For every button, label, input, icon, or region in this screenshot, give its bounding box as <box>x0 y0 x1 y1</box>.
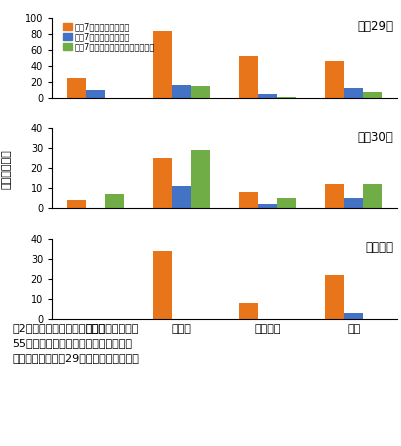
Text: 令和元年: 令和元年 <box>366 241 393 254</box>
Bar <box>153 32 172 98</box>
Bar <box>191 150 210 208</box>
Bar <box>172 85 191 98</box>
Bar <box>344 198 363 208</box>
Bar <box>239 192 258 208</box>
Bar <box>277 198 296 208</box>
Bar <box>239 303 258 319</box>
Bar <box>191 86 210 98</box>
Bar <box>105 194 124 208</box>
Bar <box>172 186 191 208</box>
Bar <box>67 200 86 208</box>
Bar <box>258 204 277 208</box>
Bar <box>363 184 382 208</box>
Bar <box>86 90 105 98</box>
Legend: 移植7日後及び１４日後, 移植7日後及び１８日後, 移植7日後，１４日後及び２８日後: 移植7日後及び１４日後, 移植7日後及び１８日後, 移植7日後，１４日後及び２８… <box>63 22 155 51</box>
Bar <box>326 184 344 208</box>
Bar <box>153 251 172 319</box>
Bar <box>344 313 363 319</box>
Text: 平成29年: 平成29年 <box>358 20 393 33</box>
Bar <box>363 91 382 98</box>
Text: 残草率（％）: 残草率（％） <box>2 149 12 190</box>
Text: 平成30年: 平成30年 <box>358 131 393 144</box>
Bar <box>326 61 344 98</box>
Bar <box>67 78 86 98</box>
Bar <box>153 158 172 208</box>
Bar <box>258 94 277 98</box>
Text: 図2　中耕除草時期及び回数の違いが移植
55日前後の無除草区に対する残草率に
及ぼす影響（平成29、３０、令和元年）: 図2 中耕除草時期及び回数の違いが移植 55日前後の無除草区に対する残草率に 及… <box>12 323 139 363</box>
Bar <box>326 275 344 319</box>
Bar <box>239 56 258 98</box>
Bar <box>277 97 296 98</box>
Bar <box>344 88 363 98</box>
